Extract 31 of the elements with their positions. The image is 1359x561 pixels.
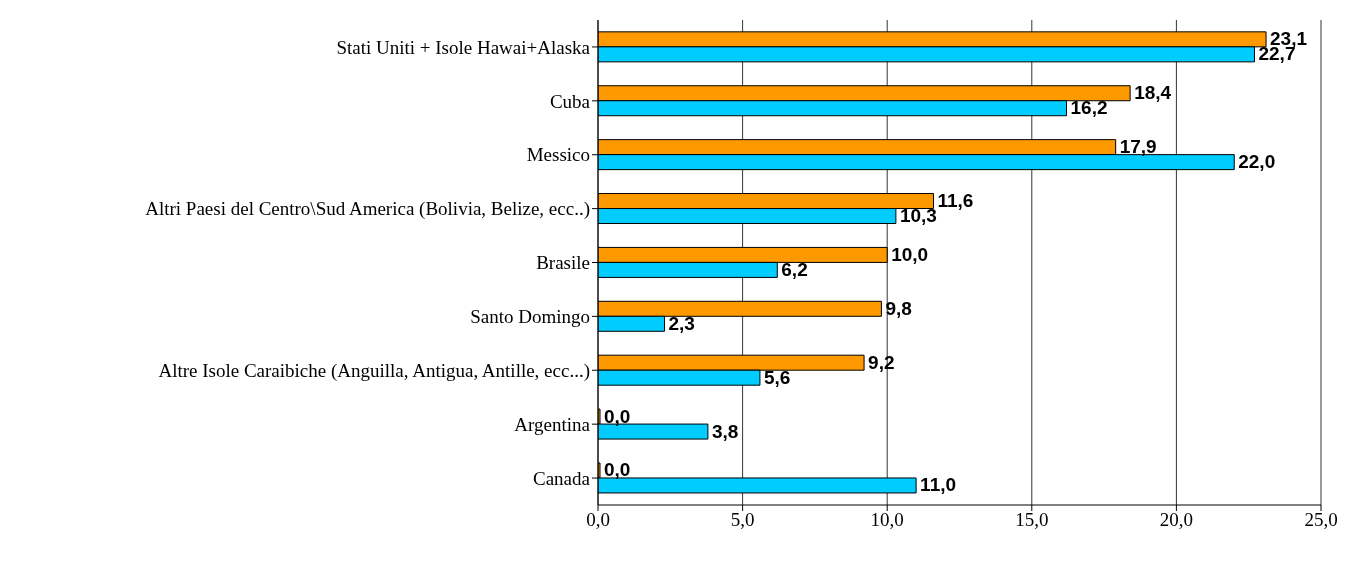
data-label: 18,4 [1134,82,1172,104]
data-label: 2,3 [668,312,695,334]
data-label: 16,2 [1070,97,1108,119]
x-tick-label: 20,0 [1159,509,1194,531]
data-label: 17,9 [1119,136,1157,158]
data-label: 10,0 [891,243,929,265]
y-tick-label: Brasile [536,252,590,274]
y-tick-label: Messico [526,144,590,166]
y-tick-label: Argentina [514,413,591,435]
x-tick-label: 5,0 [730,509,755,531]
data-label: 5,6 [763,366,791,388]
data-label: 6,2 [781,258,808,280]
data-label: 9,8 [885,297,912,319]
y-tick-label: Canada [533,467,591,489]
data-label: 3,8 [711,420,739,442]
y-tick-label: Cuba [549,90,591,112]
data-label: 10,3 [899,205,937,227]
data-label: 22,0 [1238,151,1276,173]
y-tick-label: Altri Paesi del Centro\Sud America (Bolivia, Belize, ecc..) [145,198,590,221]
y-tick-label: Santo Domingo [470,306,590,328]
data-label: 11,6 [937,190,974,212]
data-label: 0,0 [604,405,631,427]
x-tick-label: 25,0 [1304,509,1338,531]
x-tick-label: 15,0 [1015,509,1049,531]
data-label: 9,2 [868,351,895,373]
data-label: 11,0 [920,474,957,496]
y-tick-label: Stati Uniti + Isole Hawai+Alaska [336,36,591,58]
x-tick-label: 10,0 [870,509,904,531]
y-tick-label: Altre Isole Caraibiche (Anguilla, Antigua, Antille, ecc...) [158,360,590,383]
data-label: 0,0 [604,459,631,481]
x-tick-label: 0,0 [586,509,610,531]
